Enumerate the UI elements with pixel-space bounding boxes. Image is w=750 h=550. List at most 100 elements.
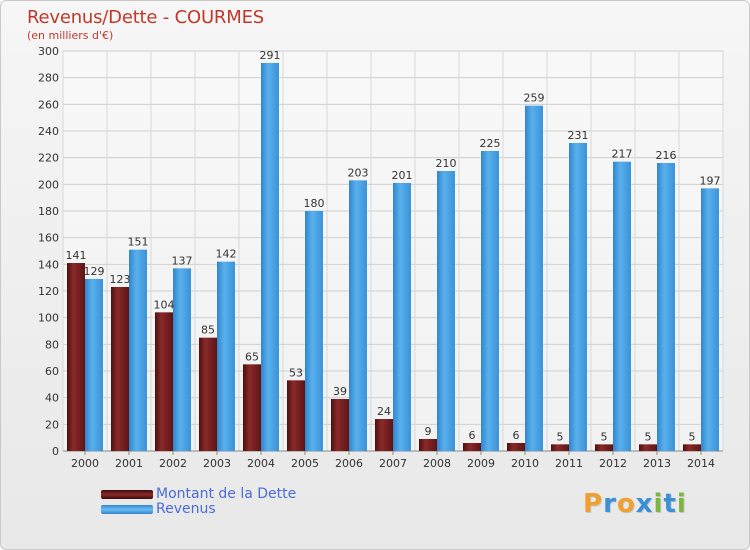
bar-revenue: [481, 151, 499, 451]
bar-revenue: [173, 268, 191, 451]
data-label-debt: 85: [201, 324, 215, 337]
y-tick-label: 260: [38, 98, 59, 111]
data-label-revenue: 201: [392, 169, 413, 182]
data-label-revenue: 231: [568, 129, 589, 142]
data-label-revenue: 197: [700, 174, 721, 187]
bar-revenue: [129, 249, 147, 451]
x-tick-label: 2010: [511, 457, 539, 470]
data-label-debt: 53: [289, 366, 303, 379]
data-label-debt: 104: [154, 298, 175, 311]
data-label-debt: 39: [333, 385, 347, 398]
bar-debt: [331, 399, 349, 451]
logo-letter: i: [676, 489, 687, 519]
bar-debt: [199, 337, 217, 451]
data-label-revenue: 151: [128, 236, 149, 249]
data-label-debt: 123: [110, 273, 131, 286]
x-tick-label: 2011: [555, 457, 583, 470]
legend-label-debt: Montant de la Dette: [156, 486, 297, 502]
data-label-revenue: 137: [172, 254, 193, 267]
bar-debt: [287, 380, 305, 451]
y-tick-label: 20: [45, 418, 59, 431]
bars: [67, 63, 719, 452]
bar-debt: [243, 364, 261, 451]
x-tick-label: 2009: [467, 457, 495, 470]
data-label-revenue: 203: [348, 166, 369, 179]
data-label-debt: 5: [557, 430, 564, 443]
data-label-debt: 5: [601, 430, 608, 443]
x-tick-label: 2007: [379, 457, 407, 470]
y-tick-label: 300: [38, 45, 59, 58]
y-tick-label: 0: [52, 445, 59, 458]
logo-letter: P: [583, 489, 604, 519]
x-tick-label: 2002: [159, 457, 187, 470]
y-tick-label: 60: [45, 365, 59, 378]
y-tick-label: 120: [38, 285, 59, 298]
legend-swatch-debt: [101, 490, 153, 499]
y-tick-label: 180: [38, 205, 59, 218]
data-label-debt: 5: [645, 430, 652, 443]
data-label-debt: 141: [66, 249, 87, 262]
bar-debt: [419, 439, 437, 451]
data-label-debt: 9: [425, 425, 432, 438]
proxiti-logo: Proxiti: [583, 489, 687, 519]
y-tick-label: 100: [38, 312, 59, 325]
bar-revenue: [437, 171, 455, 451]
data-label-revenue: 216: [656, 149, 677, 162]
bar-debt: [683, 444, 701, 451]
bar-revenue: [305, 211, 323, 451]
data-label-debt: 6: [469, 429, 476, 442]
x-tick-label: 2008: [423, 457, 451, 470]
bar-revenue: [217, 261, 235, 451]
x-tick-label: 2003: [203, 457, 231, 470]
logo-letter: r: [603, 489, 617, 519]
data-label-debt: 24: [377, 405, 391, 418]
data-label-revenue: 180: [304, 197, 325, 210]
chart-title: Revenus/Dette - COURMES: [27, 7, 264, 28]
data-label-debt: 65: [245, 350, 259, 363]
x-tick-label: 2005: [291, 457, 319, 470]
x-tick-label: 2004: [247, 457, 275, 470]
bar-revenue: [349, 180, 367, 452]
data-label-revenue: 217: [612, 148, 633, 161]
bar-revenue: [657, 163, 675, 451]
data-label-revenue: 129: [84, 265, 105, 278]
bar-debt: [507, 443, 525, 451]
x-tick-label: 2001: [115, 457, 143, 470]
logo-letter: i: [653, 489, 664, 519]
bar-debt: [111, 287, 129, 451]
data-labels: 1411291231511041378514265291531803920324…: [66, 49, 721, 443]
x-tick-label: 2013: [643, 457, 671, 470]
logo-letter: o: [616, 489, 636, 519]
y-tick-label: 200: [38, 178, 59, 191]
chart-subtitle: (en milliers d'€): [27, 29, 114, 42]
bar-revenue: [85, 279, 103, 451]
data-label-debt: 6: [513, 429, 520, 442]
bar-revenue: [261, 63, 279, 451]
bar-debt: [595, 444, 613, 451]
x-tick-label: 2006: [335, 457, 363, 470]
data-label-debt: 5: [689, 430, 696, 443]
bar-debt: [375, 419, 393, 451]
bar-debt: [155, 312, 173, 451]
bar-revenue: [525, 105, 543, 452]
bar-revenue: [701, 188, 719, 452]
data-label-revenue: 291: [260, 49, 281, 62]
x-tick-label: 2012: [599, 457, 627, 470]
y-tick-label: 160: [38, 232, 59, 245]
logo-letter: t: [663, 489, 677, 519]
y-tick-label: 140: [38, 258, 59, 271]
data-label-revenue: 142: [216, 248, 237, 261]
bar-revenue: [613, 161, 631, 451]
y-axis-ticks: 0 20 40 60 80 100 120 140 160 180 200 220 240 260 280 3…: [38, 45, 59, 458]
data-label-revenue: 259: [524, 92, 545, 105]
data-label-revenue: 210: [436, 157, 457, 170]
bar-debt: [551, 444, 569, 451]
bar-revenue: [569, 143, 587, 451]
y-tick-label: 80: [45, 338, 59, 351]
y-tick-label: 240: [38, 125, 59, 138]
legend-swatch-revenue: [101, 505, 153, 514]
legend-label-revenue: Revenus: [156, 501, 216, 517]
y-tick-label: 280: [38, 72, 59, 85]
